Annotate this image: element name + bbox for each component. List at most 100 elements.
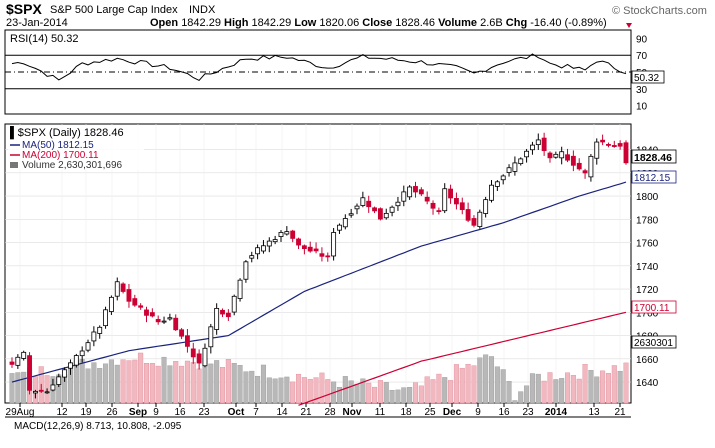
volume-bar <box>272 378 278 404</box>
volume-bar <box>85 368 91 404</box>
chg-value: -16.40 (-0.89%) <box>530 17 606 29</box>
candle-body <box>430 202 436 209</box>
volume-bar <box>395 389 401 404</box>
candle-body <box>21 351 27 359</box>
volume-bar <box>412 382 419 404</box>
volume-bar <box>500 369 506 404</box>
chg-label: Chg <box>506 17 527 29</box>
candle-body <box>266 240 272 247</box>
legend-bg <box>8 126 144 170</box>
candle-body <box>471 218 477 226</box>
rsi-tick-90: 90 <box>636 34 648 45</box>
candle-body <box>155 319 161 323</box>
legend-volume-swatch <box>10 162 18 168</box>
volume-bar <box>196 368 202 404</box>
volume-bar <box>401 387 407 404</box>
volume-bar <box>266 377 272 404</box>
volume-bar <box>348 380 354 404</box>
volume-bar <box>570 375 576 404</box>
candle-body <box>114 281 120 297</box>
close-label: Close <box>362 17 392 29</box>
symbol-label: $SPX <box>6 1 42 17</box>
volume-bar <box>161 356 167 404</box>
x-tick-label-13: Nov <box>343 407 362 418</box>
volume-bar <box>173 361 179 404</box>
candle-body <box>442 188 448 212</box>
volume-bar <box>565 372 571 404</box>
candle-body <box>249 255 255 259</box>
x-tick-label-19: 16 <box>498 407 510 418</box>
candle-body <box>489 184 494 201</box>
volume-bar <box>167 365 173 404</box>
candle-body <box>120 283 126 292</box>
candle-body <box>541 137 547 152</box>
rsi-value-badge-text: 50.32 <box>634 73 659 84</box>
x-tick-label-15: 18 <box>400 407 412 418</box>
ma200-line <box>298 311 627 406</box>
x-tick-label-6: 16 <box>174 407 186 418</box>
rsi-label: RSI(14) 50.32 <box>10 33 78 45</box>
candle-body <box>401 191 407 202</box>
candle-body <box>500 175 506 181</box>
volume-bar <box>219 367 226 404</box>
volume-bar <box>477 357 483 404</box>
price-tick-1640: 1640 <box>636 378 659 389</box>
close-value: 1828.46 <box>395 17 435 29</box>
candle-body <box>62 369 68 378</box>
x-tick-label-16: 25 <box>424 407 436 418</box>
candle-body <box>278 232 284 237</box>
candle-body <box>144 309 149 316</box>
volume-bar <box>529 373 535 404</box>
index-name: S&P 500 Large Cap Index <box>50 4 178 16</box>
x-tick-label-20: 23 <box>522 407 534 418</box>
exchange-label: INDX <box>189 4 216 16</box>
date-label: 23-Jan-2014 <box>6 17 68 29</box>
candle-body <box>366 200 372 208</box>
candle-body <box>15 356 21 366</box>
volume-bar <box>114 364 120 404</box>
volume-bar <box>91 362 97 404</box>
watermark: © StockCharts.com <box>612 5 707 17</box>
volume-bar <box>600 370 606 404</box>
candle-body <box>190 348 196 358</box>
volume-value: 2.6B <box>480 17 503 29</box>
volume-bar <box>231 363 237 404</box>
candle-body <box>389 206 395 213</box>
candle-body <box>126 289 132 302</box>
price-tick-1740: 1740 <box>636 262 659 273</box>
candle-body <box>494 181 500 187</box>
candle-body <box>108 296 114 312</box>
volume-bar <box>143 363 150 404</box>
volume-bar <box>459 367 465 404</box>
volume-bar <box>79 359 85 404</box>
x-tick-label-4: Sep <box>129 407 147 418</box>
candle-body <box>231 295 237 313</box>
candle-body <box>79 350 85 357</box>
volume-bar <box>208 363 214 404</box>
candle-body <box>196 353 202 364</box>
candle-body <box>436 210 442 212</box>
volume-bar <box>582 364 588 404</box>
candle-body <box>588 155 594 178</box>
chg-down-icon <box>626 23 632 28</box>
candle-body <box>284 231 290 235</box>
candle-body <box>44 391 50 394</box>
price-tick-1660: 1660 <box>636 355 659 366</box>
volume-bar <box>442 377 448 404</box>
volume-bar <box>535 373 541 404</box>
candle-body <box>91 331 97 342</box>
candle-body <box>68 362 73 369</box>
volume-bar <box>21 371 27 404</box>
volume-bar <box>243 371 249 404</box>
price-tick-1760: 1760 <box>636 239 659 250</box>
volume-bar <box>623 362 629 404</box>
candle-body <box>50 384 56 391</box>
candle-body <box>272 239 278 243</box>
candle-body <box>261 245 266 252</box>
candle-body <box>85 342 91 351</box>
candle-body <box>27 355 32 391</box>
x-tick-label-7: 23 <box>198 407 210 418</box>
x-tick-label-5: 9 <box>153 407 159 418</box>
volume-bar <box>237 365 243 404</box>
x-tick-label-10: 14 <box>276 407 288 418</box>
